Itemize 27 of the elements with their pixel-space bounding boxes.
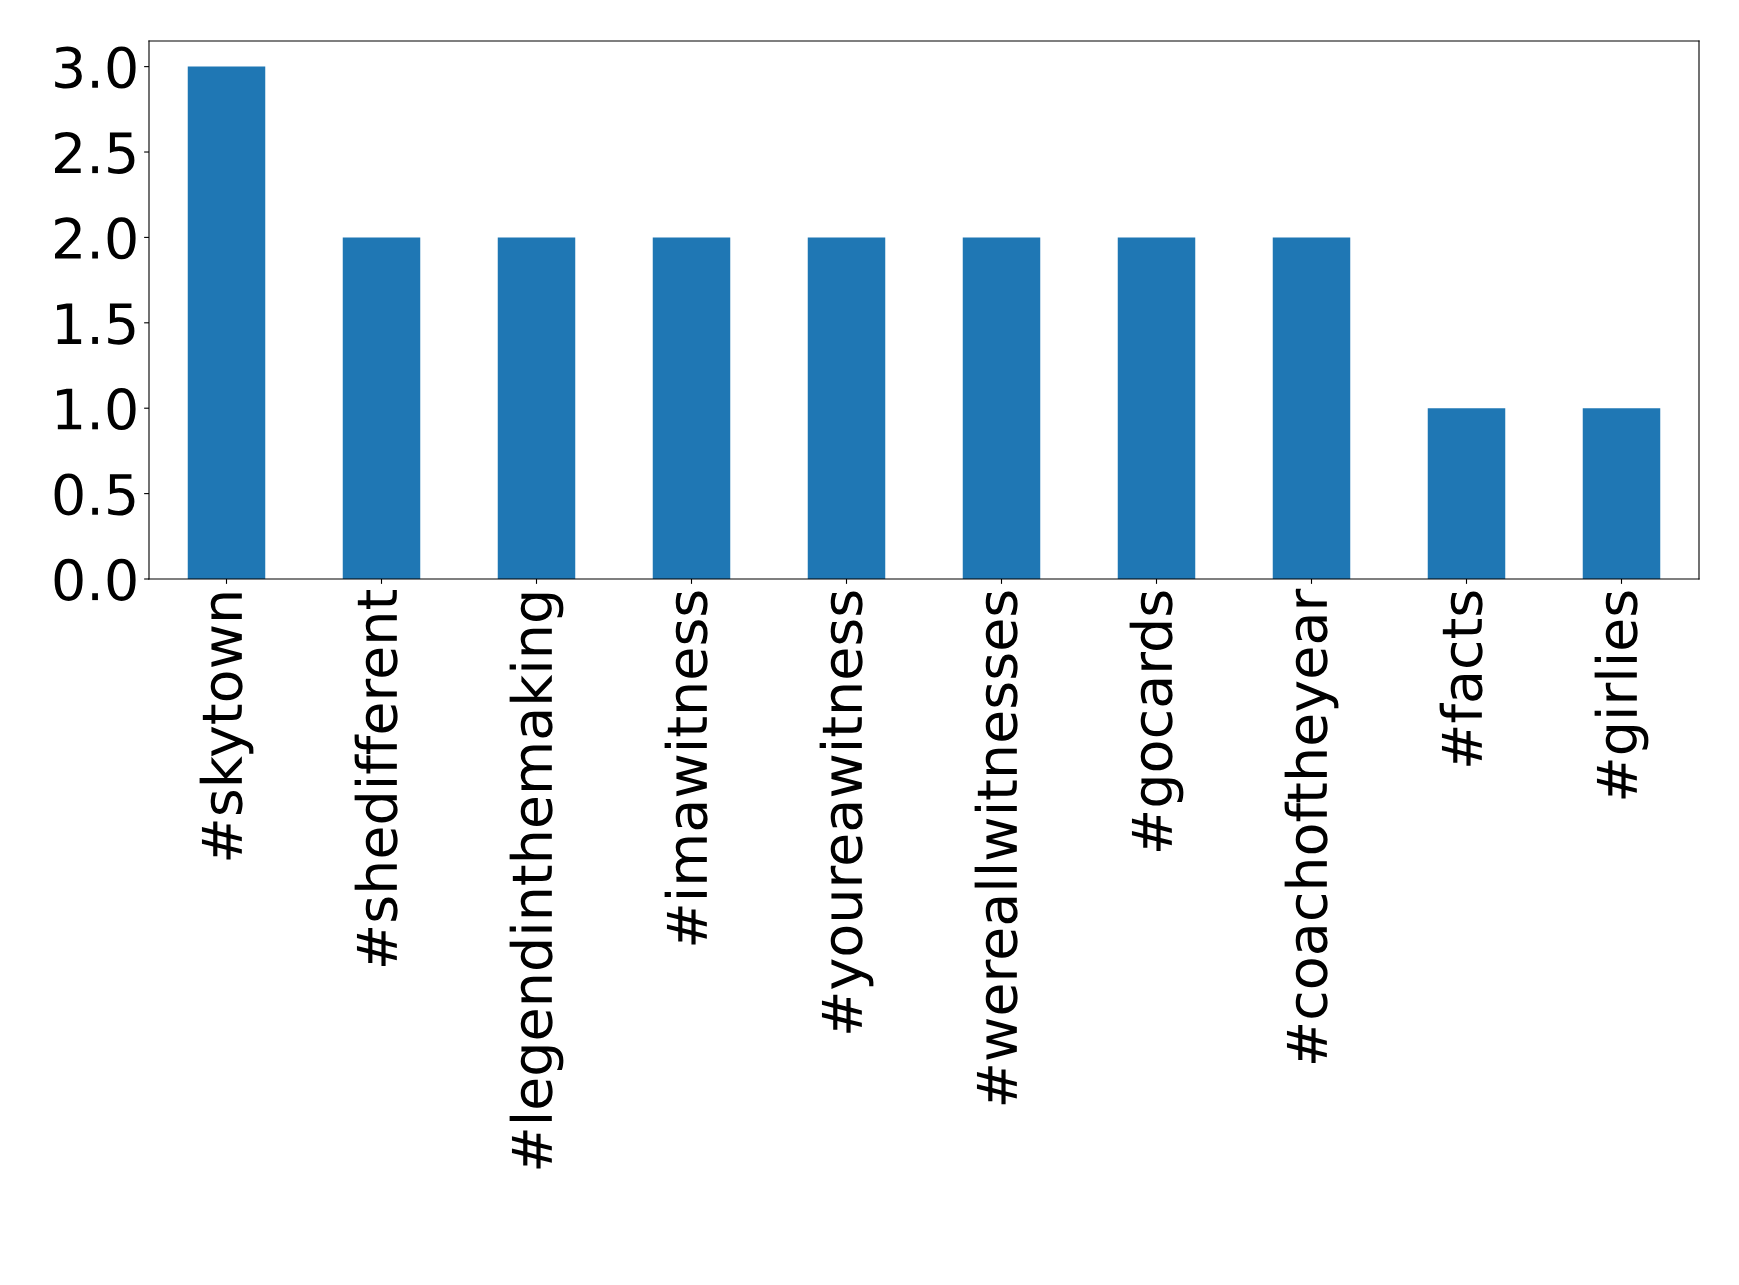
y-tick-label: 3.0 [55, 46, 136, 89]
x-tick-label: #girlies [1594, 591, 1649, 799]
x-tick-label: #facts [1439, 591, 1483, 766]
y-tick-label: 2.5 [55, 131, 135, 174]
bar [497, 237, 576, 579]
x-tick-label: #legendinthemaking [509, 593, 564, 1169]
x-tick-label: #imawitness [664, 591, 708, 945]
bar [807, 237, 886, 579]
bar [1427, 408, 1506, 579]
bar [342, 237, 421, 579]
bar [1582, 408, 1661, 579]
y-tick-label: 1.0 [57, 388, 136, 431]
bar [1272, 237, 1351, 579]
bar [187, 66, 266, 579]
bar [1117, 237, 1196, 579]
x-tick-label: #gocards [1129, 591, 1184, 851]
bar [962, 237, 1041, 579]
x-tick-label: #wereallwitnesses [974, 591, 1018, 1105]
x-tick-label: #skytown [199, 593, 254, 860]
y-tick-label: 1.5 [57, 303, 135, 345]
y-tick-label: 0.0 [54, 558, 136, 601]
bar [652, 237, 731, 579]
x-tick-label: #shedifferent [354, 590, 398, 967]
x-tick-label: #youreawitness [819, 591, 874, 1033]
y-tick-label: 0.5 [54, 473, 135, 516]
y-tick-label: 2.0 [55, 217, 136, 260]
x-tick-label: #coachoftheyear [1284, 588, 1339, 1064]
